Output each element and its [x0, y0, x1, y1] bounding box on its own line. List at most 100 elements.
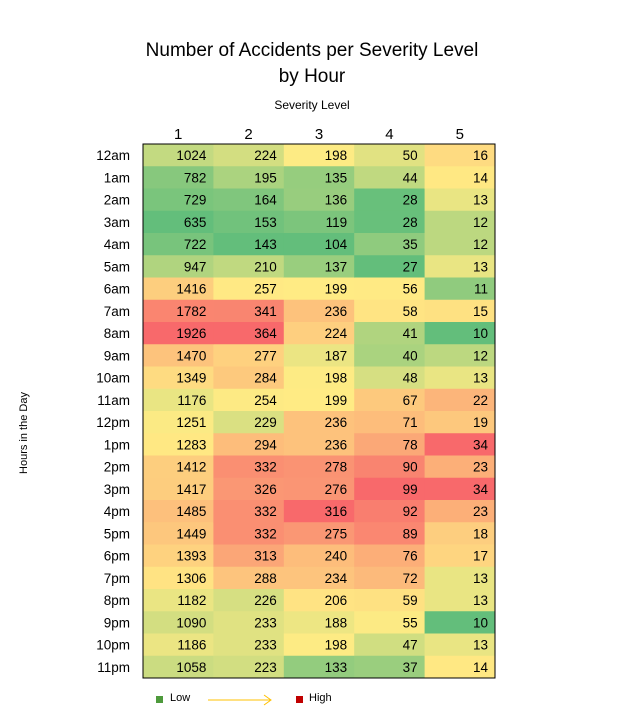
- cell-value: 136: [325, 193, 348, 208]
- row-label: 2am: [104, 193, 130, 208]
- heatmap-cell: [283, 522, 355, 545]
- cell-value: 18: [473, 526, 488, 541]
- heatmap-cell: [213, 166, 285, 189]
- row-label: 3pm: [104, 482, 130, 497]
- cell-value: 72: [403, 571, 418, 586]
- cell-value: 153: [254, 215, 277, 230]
- row-label: 5am: [104, 259, 130, 274]
- cell-value: 332: [254, 504, 277, 519]
- cell-value: 187: [325, 348, 348, 363]
- row-label: 6pm: [104, 549, 130, 564]
- heatmap-cell: [283, 322, 355, 345]
- cell-value: 59: [403, 593, 418, 608]
- cell-value: 294: [254, 437, 277, 452]
- cell-value: 635: [184, 215, 207, 230]
- heatmap-cell: [213, 477, 285, 501]
- cell-value: 188: [325, 615, 348, 630]
- cell-value: 277: [254, 348, 277, 363]
- heatmap-cell: [283, 433, 355, 456]
- cell-value: 236: [325, 415, 348, 430]
- cell-value: 34: [473, 482, 489, 497]
- row-label: 12am: [96, 148, 130, 163]
- cell-value: 164: [254, 193, 277, 208]
- cell-value: 276: [325, 482, 348, 497]
- heatmap-cell: [424, 210, 496, 234]
- heatmap-cell: [283, 210, 355, 234]
- legend-arrow-icon: [208, 694, 272, 706]
- column-header: 5: [456, 126, 464, 143]
- cell-value: 729: [184, 193, 207, 208]
- cell-value: 782: [184, 170, 207, 185]
- heatmap-cell: [143, 166, 214, 189]
- heatmap-cell: [283, 388, 355, 412]
- heatmap-cell: [424, 589, 496, 612]
- cell-value: 224: [325, 326, 348, 341]
- heatmap-cell: [143, 455, 214, 479]
- cell-value: 722: [184, 237, 207, 252]
- cell-value: 1182: [177, 593, 206, 608]
- row-label: 11pm: [97, 660, 130, 675]
- cell-value: 1090: [176, 615, 206, 630]
- cell-value: 12: [473, 237, 488, 252]
- heatmap-cell: [354, 433, 426, 456]
- heatmap-cell: [283, 500, 355, 523]
- chart-title-line-2: by Hour: [278, 66, 346, 87]
- heatmap-cell: [424, 299, 496, 323]
- heatmap-cell: [354, 299, 426, 323]
- heatmap-cell: [354, 166, 426, 189]
- heatmap-cell: [213, 455, 285, 479]
- heatmap-cell: [143, 344, 214, 367]
- cell-value: 1186: [177, 638, 206, 653]
- cell-value: 90: [403, 460, 418, 475]
- cell-value: 1782: [176, 304, 206, 319]
- heatmap-cell: [354, 144, 426, 167]
- cell-value: 22: [473, 393, 488, 408]
- cell-value: 1058: [176, 660, 206, 675]
- heatmap-cell: [424, 566, 496, 590]
- heatmap-cell: [143, 477, 214, 501]
- cell-value: 34: [473, 437, 489, 452]
- heatmap-cell: [143, 322, 214, 345]
- cell-value: 12: [473, 348, 488, 363]
- heatmap-cell: [424, 611, 496, 634]
- cell-value: 1176: [177, 393, 206, 408]
- cell-value: 119: [326, 215, 348, 230]
- heatmap-cell: [143, 566, 214, 590]
- cell-value: 364: [254, 326, 277, 341]
- heatmap-cell: [213, 655, 285, 679]
- legend-low-label: Low: [170, 692, 191, 704]
- heatmap-cell: [283, 277, 355, 301]
- cell-value: 210: [254, 259, 277, 274]
- cell-value: 284: [254, 371, 277, 386]
- heatmap-cell: [213, 544, 285, 568]
- cell-value: 143: [254, 237, 277, 252]
- heatmap-cell: [213, 522, 285, 545]
- cell-value: 27: [403, 259, 418, 274]
- column-header: 3: [315, 126, 323, 143]
- heatmap-cell: [143, 633, 214, 657]
- heatmap-cell: [213, 611, 285, 634]
- cell-value: 23: [473, 460, 488, 475]
- heatmap-cell: [283, 455, 355, 479]
- heatmap-cell: [354, 500, 426, 523]
- cell-value: 10: [473, 615, 488, 630]
- heatmap-cell: [354, 210, 426, 234]
- cell-value: 1349: [176, 371, 206, 386]
- heatmap-cell: [424, 411, 496, 434]
- heatmap-cell: [213, 144, 285, 167]
- cell-value: 47: [403, 638, 418, 653]
- legend-high-swatch: [296, 696, 303, 703]
- row-label: 12pm: [96, 415, 130, 430]
- cell-value: 1393: [176, 549, 206, 564]
- row-label: 8pm: [104, 593, 130, 608]
- heatmap-border: [142, 143, 496, 679]
- heatmap-cell: [213, 344, 285, 367]
- heatmap-cell: [213, 589, 285, 612]
- cell-value: 233: [254, 615, 277, 630]
- heatmap-cell: [424, 433, 496, 456]
- row-label: 6am: [104, 282, 130, 297]
- heatmap-cell: [424, 344, 496, 367]
- heatmap-cell: [354, 344, 426, 367]
- cell-value: 99: [403, 482, 418, 497]
- cell-value: 23: [473, 504, 488, 519]
